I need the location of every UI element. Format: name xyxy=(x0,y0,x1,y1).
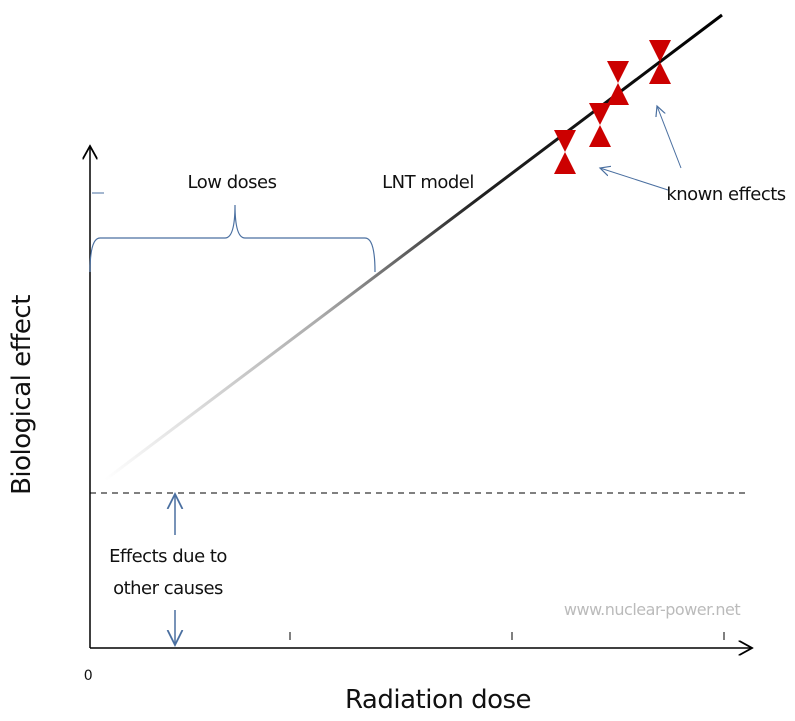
data-points xyxy=(554,40,671,174)
arrow xyxy=(657,106,682,169)
label: known effects xyxy=(666,184,785,205)
y-label: Biological effect xyxy=(7,295,37,495)
watermark: www.nuclear-power.net xyxy=(564,600,740,619)
x-label: Radiation dose xyxy=(345,685,531,715)
brace xyxy=(89,204,376,273)
point xyxy=(607,61,629,105)
origin-label: 0 xyxy=(84,668,92,684)
label: Low doses xyxy=(188,172,277,193)
point xyxy=(649,40,671,84)
point xyxy=(589,103,611,147)
arrow xyxy=(600,168,669,191)
lnt-line xyxy=(104,13,723,482)
point xyxy=(554,130,576,174)
label: LNT model xyxy=(382,172,474,193)
axes xyxy=(90,146,752,648)
label: other causes xyxy=(113,578,223,599)
label: Effects due to xyxy=(109,546,227,567)
